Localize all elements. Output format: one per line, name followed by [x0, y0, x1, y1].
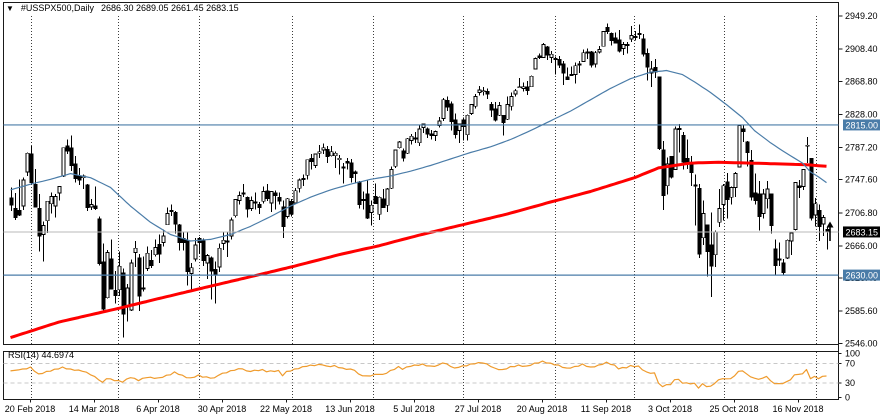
price-tick-label: 2949.20: [845, 11, 878, 21]
rsi-tick-label: 70: [845, 359, 855, 369]
svg-text:2683.15: 2683.15: [846, 227, 879, 237]
date-tick-label: 11 Sep 2018: [581, 404, 631, 414]
ohlc-readout: 2686.30 2689.05 2661.45 2683.15: [100, 3, 239, 13]
symbol-name: #USSPX500,Daily: [20, 3, 94, 13]
price-tick-label: 2787.20: [845, 142, 878, 152]
price-tick-label: 2546.00: [845, 338, 878, 348]
date-tick-label: 30 Apr 2018: [198, 404, 247, 414]
price-tick-label: 2908.40: [845, 44, 878, 54]
price-tick-label: 2585.60: [845, 306, 878, 316]
date-tick-label: 6 Apr 2018: [136, 404, 180, 414]
date-tick-label: 20 Feb 2018: [5, 404, 56, 414]
up-arrow-icon: [826, 221, 834, 241]
candles: [9, 23, 830, 338]
level-price-tag: [843, 269, 880, 281]
level-price-tag: [843, 119, 880, 131]
svg-text:2815.00: 2815.00: [846, 120, 879, 130]
date-tick-label: 25 Oct 2018: [709, 404, 758, 414]
date-tick-label: 3 Oct 2018: [648, 404, 692, 414]
axis-tags: 2815.00 2630.00 2683.15: [843, 119, 880, 281]
rsi-indicator-label: RSI(14) 44.6974: [8, 350, 75, 360]
chart-title-bar: ▼ #USSPX500,Daily 2686.30 2689.05 2661.4…: [6, 3, 239, 13]
date-axis: 20 Feb 2018 14 Mar 2018 6 Apr 2018 30 Apr 2…: [5, 399, 824, 414]
svg-text:2630.00: 2630.00: [846, 271, 879, 281]
date-tick-label: 16 Nov 2018: [772, 404, 823, 414]
rsi-line: [10, 360, 827, 389]
price-tick-label: 2747.60: [845, 175, 878, 185]
price-levels: [3, 124, 839, 276]
rsi-tick-label: 100: [845, 349, 860, 359]
price-tick-label: 2828.00: [845, 109, 878, 119]
date-tick-label: 27 Jul 2018: [455, 404, 502, 414]
month-separators: [31, 16, 817, 399]
panes: [3, 2, 839, 400]
rsi-tick-label: 30: [845, 378, 855, 388]
date-tick-label: 13 Jun 2018: [325, 404, 375, 414]
date-tick-label: 14 Mar 2018: [69, 404, 120, 414]
price-tick-label: 2868.80: [845, 76, 878, 86]
rsi-tick-label: 0: [845, 393, 850, 403]
ma-fast-line: [10, 69, 827, 242]
date-tick-label: 20 Aug 2018: [517, 404, 568, 414]
ma-slow-line: [10, 160, 827, 340]
price-axis: 2949.20 2908.40 2868.80 2828.00 2787.20 2747.…: [838, 11, 878, 348]
date-tick-label: 5 Jul 2018: [393, 404, 435, 414]
price-tick-label: 2666.00: [845, 241, 878, 251]
bid-price-tag: [843, 226, 880, 238]
price-tick-label: 2706.80: [845, 208, 878, 218]
symbol-dropdown-icon[interactable]: ▼: [6, 3, 14, 13]
date-tick-label: 22 May 2018: [260, 404, 312, 414]
